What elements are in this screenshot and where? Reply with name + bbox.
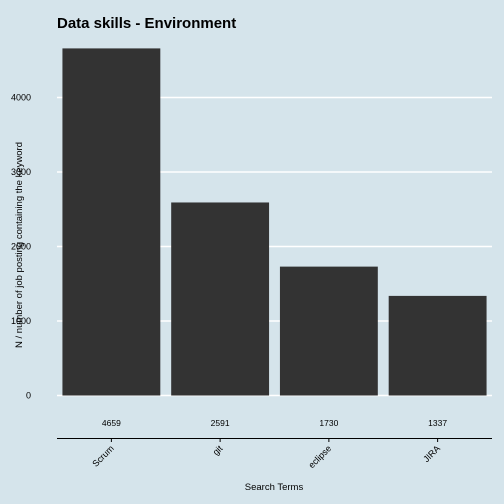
data-label: 2591	[211, 418, 230, 428]
bar-git	[171, 202, 270, 396]
bars	[62, 48, 487, 396]
data-label: 1337	[428, 418, 447, 428]
chart-title: Data skills - Environment	[57, 15, 236, 32]
y-tick-label: 1000	[11, 316, 31, 326]
y-tick-label: 3000	[11, 167, 31, 177]
data-labels: 4659 2591 1730 1337	[102, 418, 447, 428]
y-tick-label: 0	[26, 391, 31, 401]
y-tick-labels: 0 1000 2000 3000 4000	[11, 93, 31, 401]
y-tick-label: 2000	[11, 242, 31, 252]
bar-jira	[388, 295, 487, 396]
data-label: 1730	[319, 418, 338, 428]
y-tick-label: 4000	[11, 93, 31, 103]
data-label: 4659	[102, 418, 121, 428]
y-axis-title: N / number of job posting containing the…	[14, 142, 25, 348]
x-axis-title: Search Terms	[245, 482, 304, 493]
bar-eclipse	[279, 266, 378, 396]
bar-scrum	[62, 48, 161, 396]
